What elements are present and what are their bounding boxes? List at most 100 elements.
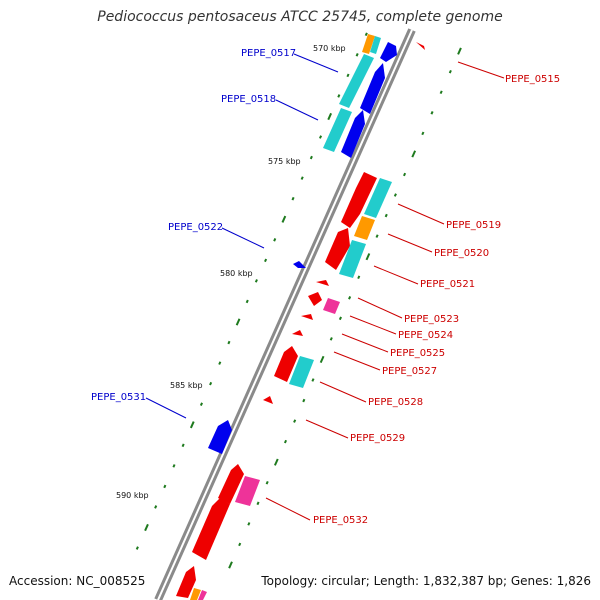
- scale-tick: [348, 296, 352, 300]
- scale-tick: [311, 378, 315, 382]
- cyan-feature: [289, 356, 314, 388]
- reverse-gene-arrow: [416, 42, 425, 50]
- scale-tick: [218, 361, 222, 365]
- scale-tick: [327, 112, 333, 121]
- scale-tick: [228, 561, 233, 569]
- reverse-gene-arrow: [325, 228, 350, 270]
- forward-strand-features: [208, 42, 397, 454]
- scale-tick: [256, 501, 260, 506]
- scale-tick: [384, 213, 388, 218]
- scale-tick: [338, 316, 342, 321]
- reverse-gene-arrow: [316, 280, 329, 286]
- reverse-gene-arrow: [263, 396, 273, 404]
- scale-tick: [264, 258, 268, 263]
- scale-tick: [238, 542, 242, 547]
- scale-tick: [329, 337, 333, 341]
- reverse-gene-arrow: [218, 464, 244, 504]
- reverse-gene-arrow: [274, 346, 298, 382]
- scale-label: 585 kbp: [170, 381, 203, 390]
- scale-label: 590 kbp: [116, 491, 149, 500]
- scale-tick: [393, 193, 397, 197]
- scale-labels: 570 kbp 575 kbp 580 kbp 585 kbp 590 kbp: [116, 44, 346, 500]
- scale-tick: [181, 443, 185, 448]
- scale-tick: [189, 421, 195, 429]
- scale-label: 570 kbp: [313, 44, 346, 53]
- scale-tick: [235, 318, 241, 326]
- scale-tick: [318, 135, 323, 139]
- gene-label: PEPE_0527: [382, 366, 437, 377]
- scale-tick: [355, 53, 359, 57]
- forward-gene-arrow: [208, 420, 232, 454]
- forward-gene-arrow: [360, 63, 385, 114]
- misc-features-forward: [323, 34, 381, 152]
- gene-labels: PEPE_0517 PEPE_0518 PEPE_0522 PEPE_0531 …: [91, 48, 560, 526]
- scale-tick: [245, 299, 249, 304]
- cyan-feature: [339, 240, 366, 278]
- scale-tick: [365, 253, 371, 261]
- reverse-gene-arrow: [292, 330, 303, 336]
- orange-feature: [354, 216, 375, 240]
- map-title: Pediococcus pentosaceus ATCC 25745, comp…: [97, 9, 503, 25]
- genome-backbone: [154, 28, 416, 600]
- orange-feature: [362, 34, 375, 54]
- scale-ticks: [135, 32, 462, 569]
- scale-tick: [281, 215, 287, 223]
- gene-label: PEPE_0519: [446, 220, 501, 231]
- reverse-gene-arrow: [308, 292, 322, 306]
- scale-tick: [135, 546, 139, 550]
- reverse-gene-arrow: [301, 314, 313, 320]
- forward-leader-lines: [145, 53, 339, 419]
- pink-feature: [235, 476, 260, 506]
- reverse-strand-features: [176, 42, 425, 598]
- scale-tick: [209, 381, 213, 386]
- scale-tick: [448, 69, 452, 74]
- scale-tick: [273, 458, 279, 466]
- gene-label: PEPE_0523: [404, 314, 459, 325]
- scale-tick: [457, 47, 462, 55]
- scale-tick: [430, 111, 434, 115]
- scale-tick: [227, 340, 231, 345]
- pink-feature: [198, 590, 207, 600]
- scale-tick: [403, 172, 407, 177]
- scale-tick: [300, 176, 304, 180]
- scale-tick: [357, 275, 361, 280]
- gene-label: PEPE_0532: [313, 515, 368, 526]
- accession-text: Accession: NC_008525: [9, 574, 146, 588]
- scale-tick: [302, 398, 306, 403]
- scale-tick: [291, 196, 295, 201]
- scale-tick: [293, 419, 297, 423]
- scale-label: 580 kbp: [220, 269, 253, 278]
- forward-gene-arrow: [293, 261, 306, 268]
- scale-tick: [283, 439, 288, 444]
- scale-tick: [163, 484, 167, 489]
- scale-label: 575 kbp: [268, 157, 301, 166]
- scale-tick: [154, 505, 158, 509]
- scale-tick: [439, 90, 443, 95]
- gene-label: PEPE_0528: [368, 397, 423, 408]
- scale-tick: [375, 234, 379, 238]
- cyan-feature: [339, 54, 374, 108]
- scale-tick: [247, 522, 251, 526]
- reverse-leader-lines: [265, 61, 505, 521]
- cyan-feature: [323, 108, 352, 152]
- scale-tick: [309, 155, 313, 160]
- forward-gene-arrow: [380, 42, 397, 62]
- scale-tick: [346, 73, 350, 78]
- scale-tick: [411, 150, 417, 158]
- gene-label: PEPE_0531: [91, 392, 146, 403]
- gene-label: PEPE_0518: [221, 94, 276, 105]
- reverse-gene-arrow: [341, 172, 377, 228]
- misc-features-reverse: [190, 178, 392, 600]
- forward-gene-arrow: [341, 110, 365, 158]
- gene-label: PEPE_0522: [168, 222, 223, 233]
- reverse-gene-arrow: [192, 498, 230, 560]
- scale-tick: [337, 94, 341, 98]
- scale-tick: [144, 523, 149, 532]
- reverse-gene-arrow: [176, 566, 196, 598]
- gene-label: PEPE_0529: [350, 433, 405, 444]
- cyan-feature: [370, 36, 381, 54]
- gene-label: PEPE_0515: [505, 74, 560, 85]
- scale-tick: [172, 464, 176, 468]
- scale-tick: [265, 480, 269, 485]
